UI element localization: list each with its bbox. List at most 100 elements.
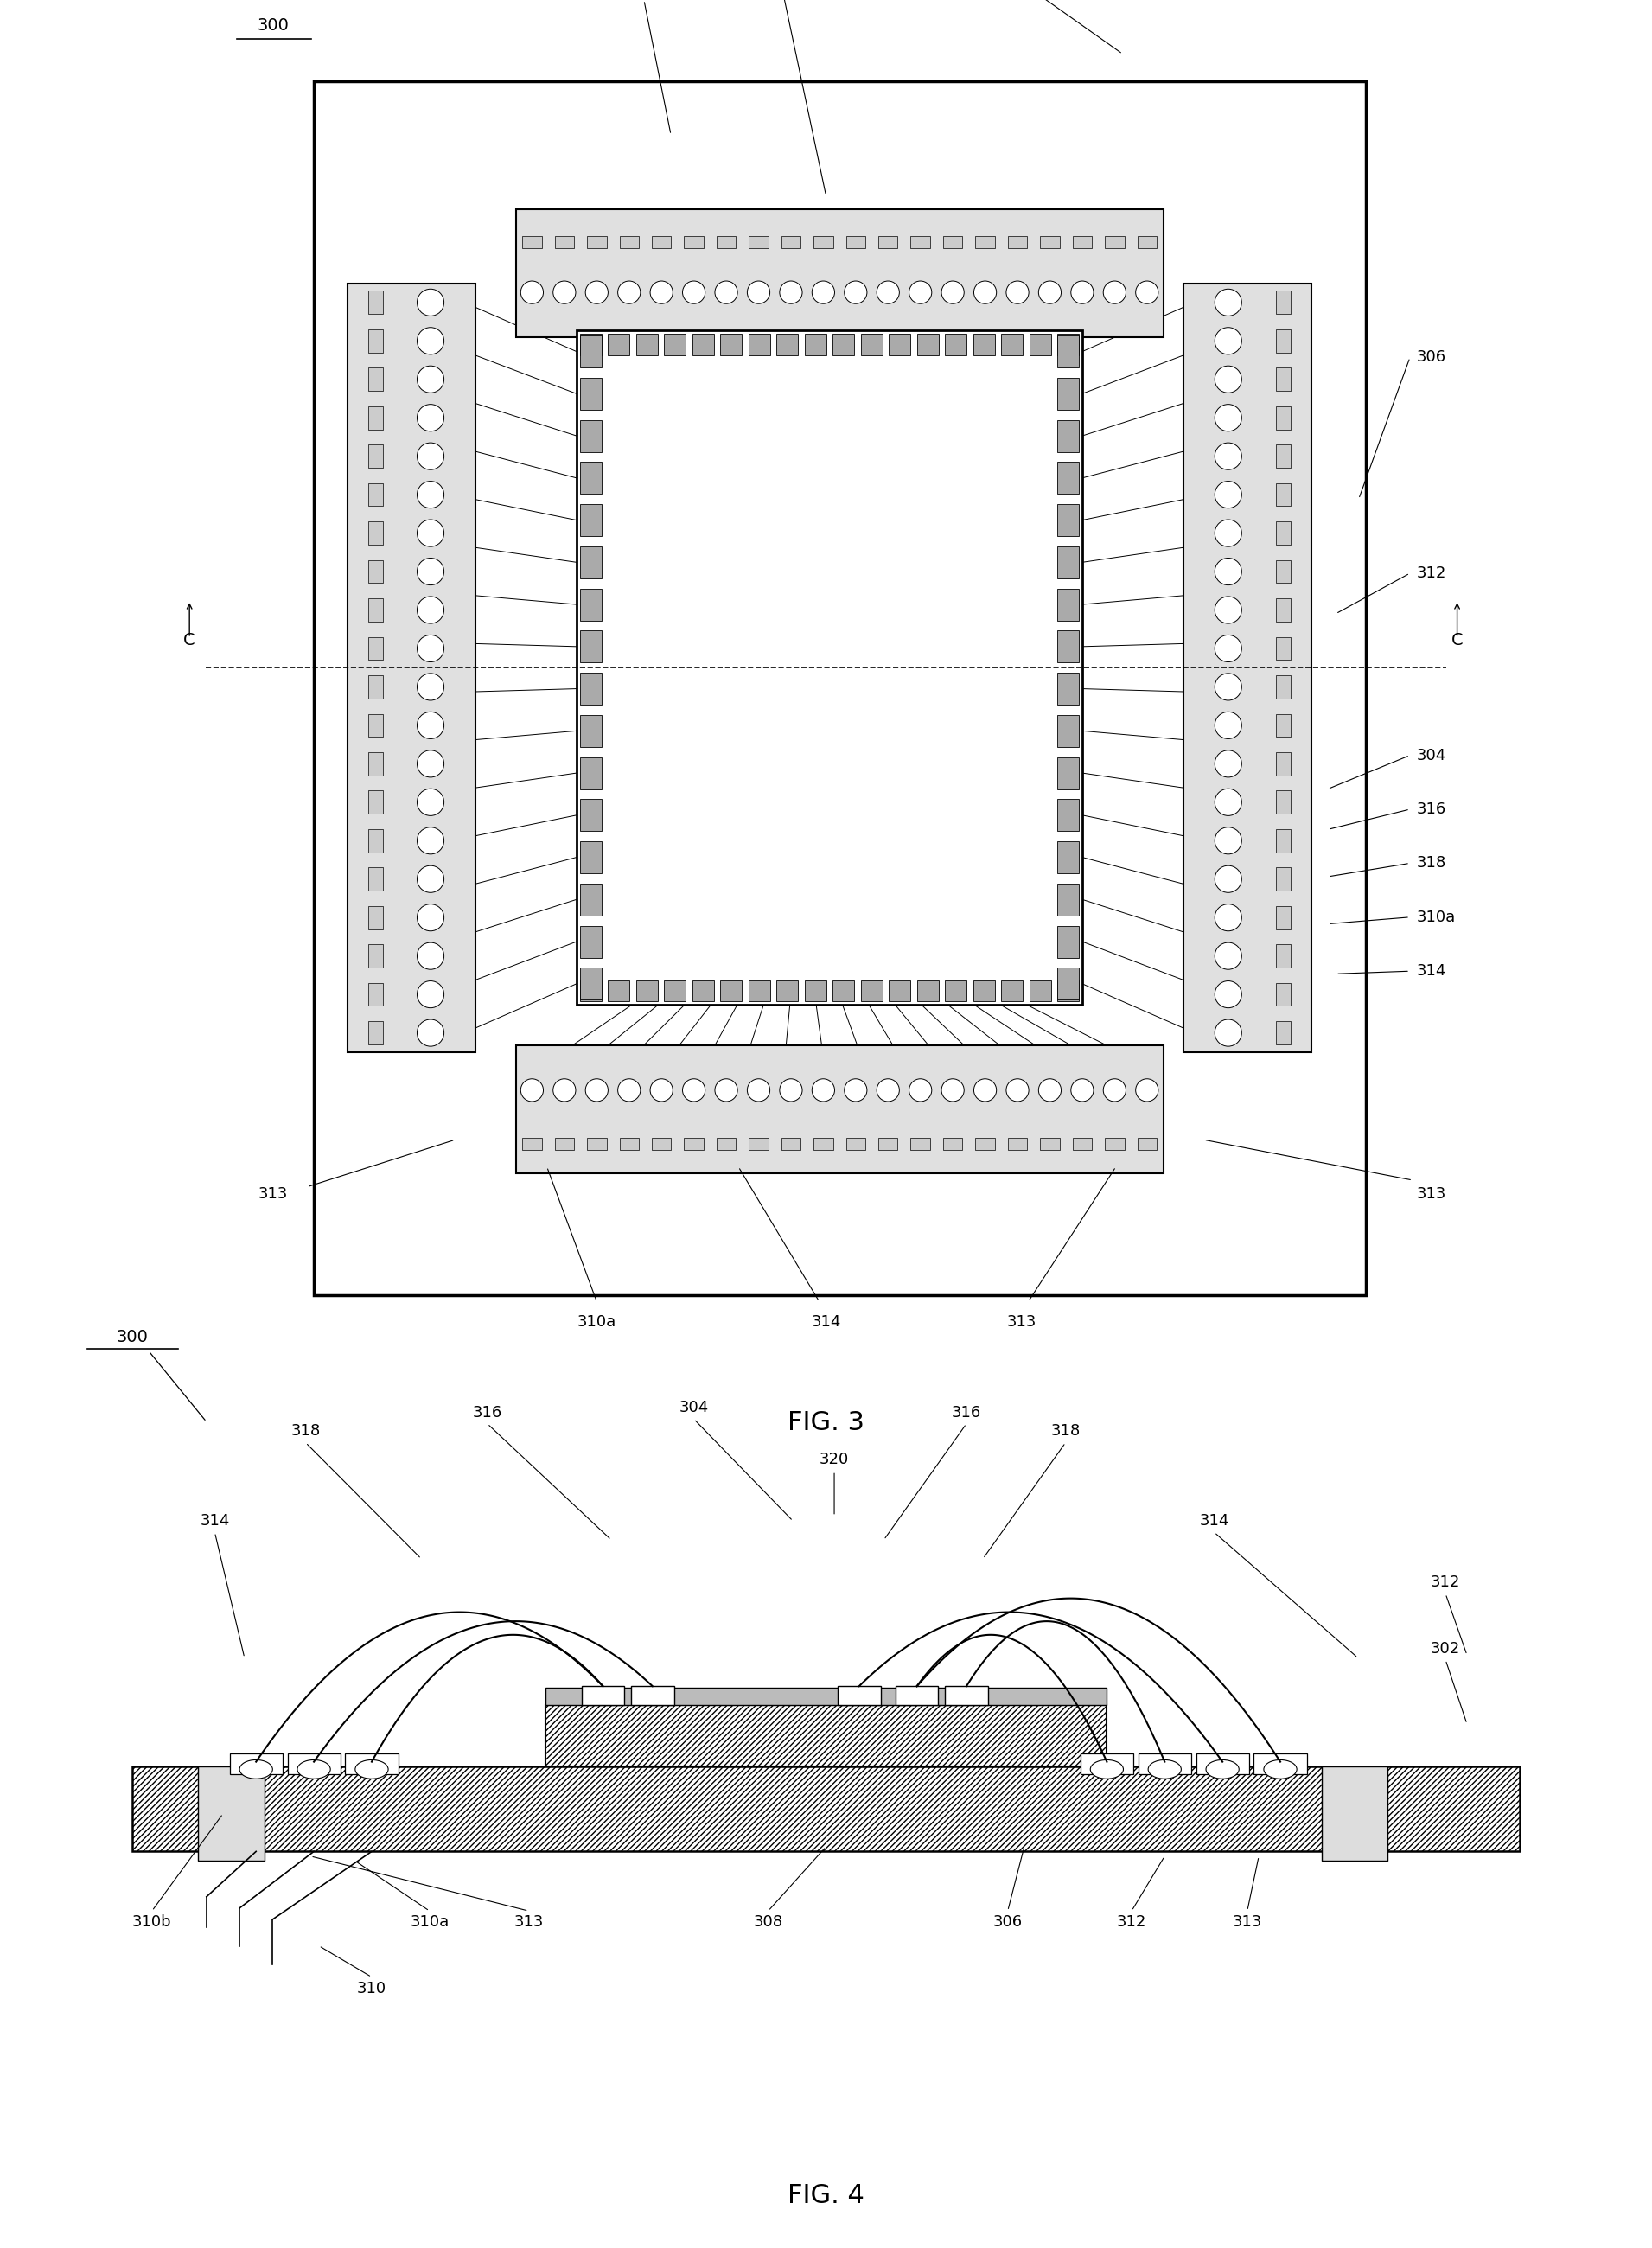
Text: 314: 314 [811,1315,841,1329]
Bar [975,1137,995,1151]
Circle shape [1006,281,1029,303]
Bar [368,560,383,582]
Bar [580,980,601,1003]
Text: 308: 308 [753,1915,783,1931]
Bar [287,1753,340,1774]
Bar [555,236,575,247]
Circle shape [1214,751,1242,778]
Bar [748,1137,768,1151]
Bar [1277,330,1290,353]
Circle shape [1214,789,1242,816]
Circle shape [682,1079,705,1102]
Circle shape [416,405,444,432]
Bar [1138,1753,1191,1774]
Bar [608,980,629,1003]
Bar [975,236,995,247]
Circle shape [297,1760,330,1778]
Circle shape [416,328,444,355]
Text: 313: 313 [258,1187,287,1200]
Bar [1057,333,1079,355]
Bar [917,980,938,1003]
Bar [1041,1137,1059,1151]
Bar [1277,369,1290,391]
Text: 304: 304 [679,1401,709,1416]
Bar [861,980,882,1003]
Bar [1057,461,1079,495]
Text: 302: 302 [1431,1641,1460,1657]
Text: 313: 313 [1417,1187,1447,1200]
Text: 318: 318 [1417,856,1446,870]
Text: 318: 318 [291,1423,320,1439]
Text: 310b: 310b [132,1915,172,1931]
Text: 312: 312 [1117,1915,1146,1931]
Bar [368,483,383,506]
Circle shape [1135,1079,1158,1102]
Circle shape [416,481,444,508]
Bar [781,1137,801,1151]
Bar [1277,791,1290,814]
Text: 310a: 310a [1417,910,1455,924]
Bar [1277,868,1290,890]
Circle shape [1214,904,1242,931]
Bar [582,1686,624,1704]
Bar [720,980,742,1003]
Text: 300: 300 [258,18,289,34]
Bar [368,944,383,967]
Circle shape [1214,596,1242,623]
Bar [973,980,995,1003]
Bar [368,522,383,544]
Circle shape [1214,980,1242,1007]
Circle shape [1070,1079,1094,1102]
Circle shape [1214,558,1242,584]
Bar [1008,236,1028,247]
Circle shape [1104,1079,1127,1102]
Circle shape [844,281,867,303]
Bar [586,236,606,247]
Circle shape [651,281,672,303]
Bar [1057,504,1079,535]
Bar [368,407,383,429]
Bar [813,1137,833,1151]
Bar [945,980,966,1003]
Bar [910,1137,930,1151]
Circle shape [416,596,444,623]
Bar [580,378,601,409]
Circle shape [416,674,444,701]
Text: 304: 304 [1417,749,1446,762]
Circle shape [747,281,770,303]
Circle shape [942,281,965,303]
Circle shape [1039,281,1061,303]
Circle shape [780,281,803,303]
Bar [522,236,542,247]
Bar [345,1753,398,1774]
Bar [1277,598,1290,620]
Bar [1196,1753,1249,1774]
Bar [1137,1137,1156,1151]
Circle shape [416,789,444,816]
Bar [805,333,826,355]
Bar [833,980,854,1003]
Bar [973,333,995,355]
Bar [577,330,1082,1005]
Circle shape [651,1079,672,1102]
Circle shape [1214,634,1242,661]
Bar [580,420,601,452]
Circle shape [1214,713,1242,740]
Bar [1183,283,1312,1052]
Circle shape [1214,481,1242,508]
Text: 310: 310 [357,1980,387,1996]
Circle shape [1214,290,1242,317]
Bar [368,674,383,699]
Bar [889,333,910,355]
Bar [636,333,657,355]
Bar [717,1137,735,1151]
Circle shape [416,942,444,969]
Bar [1277,483,1290,506]
Bar [1057,758,1079,789]
Circle shape [1135,281,1158,303]
Bar [664,333,686,355]
Bar [368,330,383,353]
Bar [943,236,963,247]
Circle shape [618,281,641,303]
Bar [917,333,938,355]
